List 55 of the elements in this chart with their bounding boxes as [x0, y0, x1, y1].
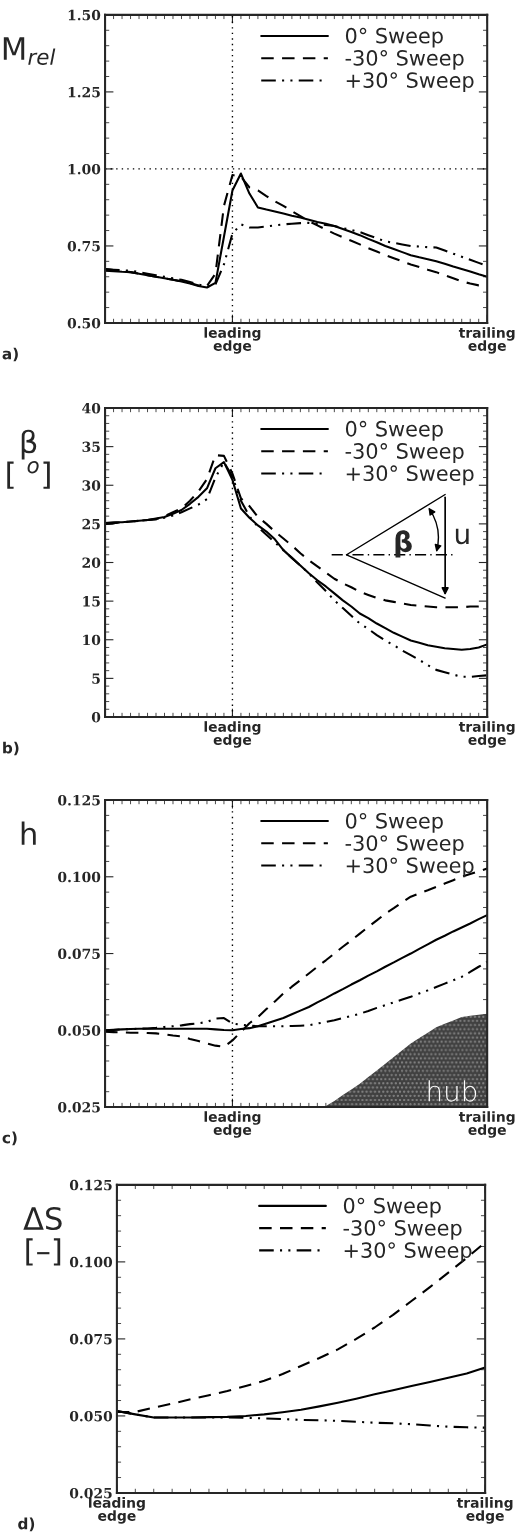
y-tick-label: 5 [92, 673, 100, 684]
y-tick-label: 15 [83, 596, 100, 607]
y-tick-label: 0.75 [67, 240, 100, 252]
y-tick-label: 0.125 [69, 1179, 112, 1191]
y-tick-label: 1.50 [68, 9, 101, 21]
y-tick-label: 0.125 [58, 795, 100, 806]
x-tick-label: trailing edge [456, 1497, 513, 1524]
legend-label: 0° Sweep [345, 27, 443, 48]
y-axis-title: M$_{rel}$ [3, 37, 56, 65]
y-tick-label: 25 [82, 518, 100, 530]
legend-label: +30° Sweep [346, 72, 474, 93]
y-tick-label: 0.025 [58, 1102, 100, 1113]
y-tick-label: 0 [91, 711, 101, 723]
y-axis-title: β [ $^{o}$] [7, 429, 50, 489]
legend-label: 0° Sweep [345, 420, 443, 441]
series-label: hub [428, 1080, 477, 1102]
legend-label: +30° Sweep [344, 1242, 472, 1263]
y-tick-label: 0.050 [69, 1410, 113, 1422]
y-tick-label: 0.075 [69, 1333, 112, 1345]
x-tick-label: leading edge [204, 1111, 261, 1138]
legend-label: -30° Sweep [345, 443, 464, 463]
y-tick-label: 0.050 [58, 1025, 101, 1036]
x-tick-label: leading edge [89, 1497, 145, 1524]
annotation: β [395, 530, 412, 558]
y-tick-label: 0.50 [67, 317, 101, 329]
x-tick-label: leading edge [204, 721, 261, 748]
y-tick-label: 30 [82, 480, 101, 491]
text: d) [18, 1517, 35, 1532]
annotation: u [455, 528, 469, 545]
y-tick-label: 1.25 [68, 86, 100, 98]
x-tick-label: trailing edge [458, 721, 515, 748]
y-tick-label: 0.025 [69, 1487, 112, 1499]
legend-label: -30° Sweep [345, 835, 464, 855]
legend-label: -30° Sweep [343, 1219, 462, 1240]
x-tick-label: trailing edge [458, 1111, 515, 1138]
y-tick-label: 1.00 [68, 163, 101, 175]
text: c) [2, 1131, 17, 1146]
legend-label: 0° Sweep [345, 812, 443, 833]
y-tick-label: 40 [82, 402, 101, 414]
y-axis-title: h [21, 821, 36, 845]
legend-label: 0° Sweep [343, 1197, 441, 1218]
x-tick-label: leading edge [204, 327, 261, 354]
x-tick-label: trailing edge [458, 327, 515, 354]
text: a) [2, 347, 18, 362]
legend-label: -30° Sweep [345, 50, 464, 70]
text: b) [3, 741, 19, 756]
y-tick-label: 0.100 [58, 871, 101, 883]
y-tick-label: 35 [82, 441, 100, 453]
y-axis-title: ΔS [–] [23, 1206, 62, 1266]
y-tick-label: 10 [83, 634, 101, 646]
y-tick-label: 0.075 [58, 948, 100, 960]
legend-label: +30° Sweep [346, 465, 474, 486]
legend-label: +30° Sweep [346, 857, 474, 878]
y-tick-label: 20 [82, 557, 101, 568]
y-tick-label: 0.100 [69, 1256, 113, 1268]
